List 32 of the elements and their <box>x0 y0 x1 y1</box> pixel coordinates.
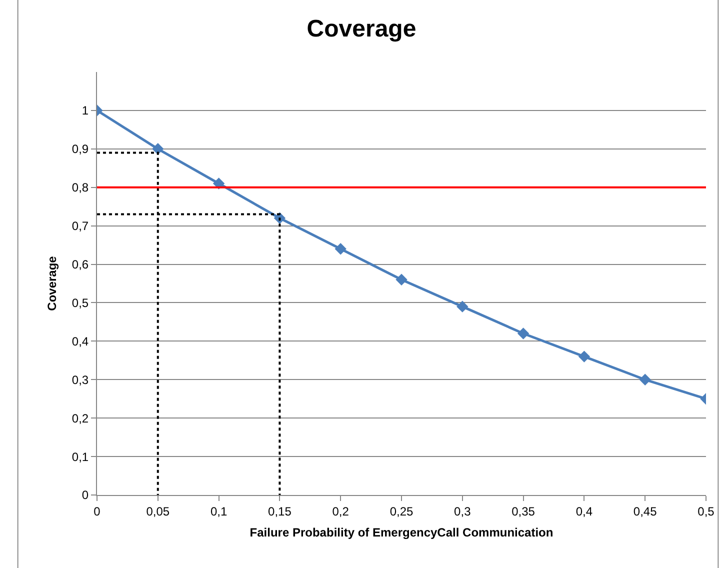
point <box>152 143 164 155</box>
x-tick-label: 0,2 <box>332 504 350 518</box>
y-tick-label: 0,5 <box>72 296 89 310</box>
y-tick-label: 0,9 <box>72 142 89 156</box>
y-tick-label: 0,6 <box>72 257 89 272</box>
y-tick-label: 1 <box>82 104 89 118</box>
point <box>456 300 468 312</box>
y-tick-label: 0,8 <box>72 180 89 195</box>
x-tick-label: 0,3 <box>454 504 472 518</box>
y-tick-label: 0 <box>82 488 89 502</box>
y-axis-title: Coverage <box>45 256 60 311</box>
x-tick-label: 0 <box>94 504 101 518</box>
x-tick-label: 0,1 <box>210 504 228 518</box>
point <box>578 350 590 362</box>
x-tick-label: 0,45 <box>633 504 658 518</box>
y-tick-label: 0,1 <box>72 450 89 464</box>
point <box>639 374 651 386</box>
y-tick-label: 0,2 <box>72 411 89 426</box>
chart-title: Coverage <box>306 16 416 43</box>
x-tick-label: 0,4 <box>576 504 593 518</box>
point <box>517 328 530 340</box>
point <box>396 274 408 286</box>
y-tick-label: 0,7 <box>72 219 89 234</box>
x-tick-label: 0,5 <box>698 504 715 518</box>
x-tick-label: 0,25 <box>390 504 414 518</box>
point <box>334 243 346 255</box>
x-tick-label: 0,15 <box>268 504 292 518</box>
y-tick-label: 0,3 <box>72 372 89 387</box>
x-axis-title: Failure Probability of EmergencyCall Communication <box>250 525 554 540</box>
y-tick-label: 0,4 <box>72 334 89 348</box>
x-tick-label: 0,35 <box>512 504 536 518</box>
x-tick-label: 0,05 <box>146 504 170 518</box>
